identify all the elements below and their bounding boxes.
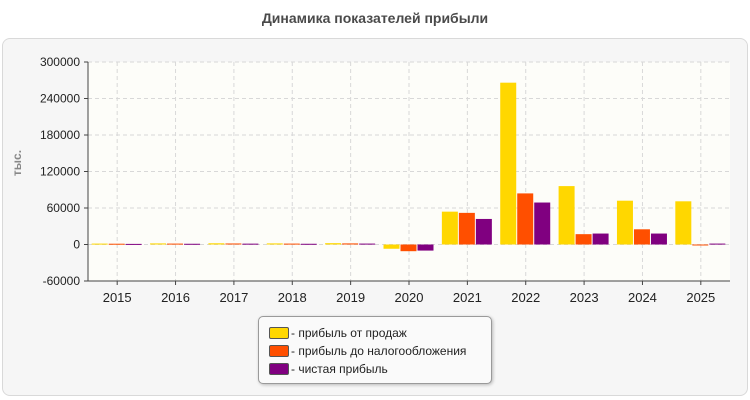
bar xyxy=(225,243,242,245)
bar xyxy=(534,202,551,245)
chart-title: Динамика показателей прибыли xyxy=(261,10,489,26)
y-axis-label: тыс. xyxy=(10,149,24,177)
bar xyxy=(266,243,283,245)
legend-swatch xyxy=(269,345,289,357)
bar xyxy=(359,243,376,245)
x-tick-label: 2022 xyxy=(511,290,540,305)
bar xyxy=(675,201,692,245)
bar xyxy=(475,218,492,245)
bar xyxy=(575,234,592,245)
y-tick-label: 120000 xyxy=(40,165,80,179)
legend-label: - чистая прибыль xyxy=(291,362,388,376)
x-tick-label: 2025 xyxy=(686,290,715,305)
bar xyxy=(400,244,417,252)
bar xyxy=(517,193,534,245)
bar xyxy=(242,243,259,245)
bar xyxy=(592,233,609,245)
bar xyxy=(417,244,434,251)
bar xyxy=(650,233,667,245)
x-tick-label: 2023 xyxy=(570,290,599,305)
y-tick-label: -60000 xyxy=(43,274,81,288)
bar xyxy=(441,211,458,245)
x-tick-label: 2024 xyxy=(628,290,657,305)
bar xyxy=(500,82,517,245)
x-tick-label: 2015 xyxy=(103,290,132,305)
x-tick-label: 2016 xyxy=(161,290,190,305)
bar xyxy=(709,243,726,245)
y-tick-label: 300000 xyxy=(40,55,80,69)
legend-item-sales-profit: - прибыль от продаж xyxy=(269,325,407,341)
bar xyxy=(150,243,167,245)
bar xyxy=(184,243,201,245)
bar xyxy=(300,243,317,245)
legend-label: - прибыль до налогообложения xyxy=(291,344,467,358)
y-tick-label: 180000 xyxy=(40,128,80,142)
y-tick-label: 60000 xyxy=(47,201,81,215)
bar xyxy=(458,212,475,245)
y-tick-label: 240000 xyxy=(40,92,80,106)
bar xyxy=(616,200,633,245)
x-tick-label: 2020 xyxy=(395,290,424,305)
y-tick-label: 0 xyxy=(73,238,80,252)
bar xyxy=(283,243,300,245)
legend-item-net-profit: - чистая прибыль xyxy=(269,361,388,377)
bar xyxy=(125,243,142,245)
bar xyxy=(692,244,709,246)
legend-swatch xyxy=(269,363,289,375)
bar xyxy=(383,244,400,249)
legend-swatch xyxy=(269,327,289,339)
x-tick-label: 2019 xyxy=(336,290,365,305)
bar xyxy=(342,243,359,245)
bar xyxy=(167,243,184,245)
x-tick-label: 2018 xyxy=(278,290,307,305)
bar xyxy=(633,229,650,245)
bar xyxy=(558,186,575,245)
legend-item-pretax-profit: - прибыль до налогообложения xyxy=(269,343,466,359)
x-tick-label: 2021 xyxy=(453,290,482,305)
bar xyxy=(108,243,125,245)
x-tick-label: 2017 xyxy=(219,290,248,305)
bar xyxy=(91,243,108,245)
bar xyxy=(325,243,342,245)
legend: - прибыль от продаж - прибыль до налогоо… xyxy=(258,316,492,384)
legend-label: - прибыль от продаж xyxy=(291,326,407,340)
bar xyxy=(208,243,225,245)
